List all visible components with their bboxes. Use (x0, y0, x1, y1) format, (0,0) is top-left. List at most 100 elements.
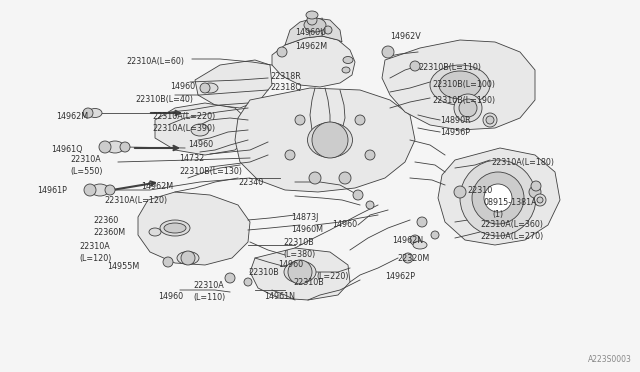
Text: 14960: 14960 (170, 82, 195, 91)
Ellipse shape (342, 67, 350, 73)
Text: 08915-1381A: 08915-1381A (484, 198, 538, 207)
Ellipse shape (177, 251, 199, 264)
Circle shape (484, 184, 512, 212)
Text: 14960M: 14960M (291, 225, 323, 234)
Text: 22310B: 22310B (283, 238, 314, 247)
Circle shape (181, 251, 195, 265)
Circle shape (410, 61, 420, 71)
Circle shape (307, 15, 317, 25)
Text: 22310: 22310 (467, 186, 492, 195)
Text: 14732: 14732 (179, 154, 204, 163)
Circle shape (355, 115, 365, 125)
Text: 22318Q: 22318Q (270, 83, 301, 92)
Text: 22310B(L=190): 22310B(L=190) (432, 96, 495, 105)
Ellipse shape (413, 241, 427, 249)
Text: (L=550): (L=550) (70, 167, 102, 176)
Text: 14873J: 14873J (291, 213, 318, 222)
Text: (L=110): (L=110) (193, 293, 225, 302)
Ellipse shape (284, 261, 316, 283)
Text: 22310A(L=390): 22310A(L=390) (152, 124, 215, 133)
Text: (1): (1) (492, 210, 503, 219)
Circle shape (339, 172, 351, 184)
Ellipse shape (88, 109, 102, 118)
Text: 14955M: 14955M (107, 262, 140, 271)
Text: 22310A(L=360): 22310A(L=360) (480, 220, 543, 229)
Circle shape (454, 94, 482, 122)
Circle shape (244, 278, 252, 286)
Polygon shape (195, 60, 272, 108)
Circle shape (277, 47, 287, 57)
Circle shape (163, 257, 173, 267)
Text: 14962M: 14962M (141, 182, 173, 191)
Circle shape (324, 26, 332, 34)
Text: 22310B(L=100): 22310B(L=100) (432, 80, 495, 89)
Text: 22310A: 22310A (70, 155, 100, 164)
Circle shape (312, 122, 348, 158)
Polygon shape (155, 103, 248, 155)
Text: 22310A(L=180): 22310A(L=180) (491, 158, 554, 167)
Ellipse shape (160, 220, 190, 236)
Circle shape (288, 260, 312, 284)
Text: 22310A: 22310A (193, 281, 224, 290)
Text: 22310A(L=120): 22310A(L=120) (104, 196, 167, 205)
Circle shape (460, 160, 536, 236)
Circle shape (365, 150, 375, 160)
Text: 14890R: 14890R (440, 116, 470, 125)
Circle shape (483, 113, 497, 127)
Text: 14962N: 14962N (392, 236, 423, 245)
Polygon shape (138, 192, 250, 265)
Text: 22360: 22360 (93, 216, 118, 225)
Text: 14962M: 14962M (295, 42, 327, 51)
Ellipse shape (202, 83, 218, 93)
Circle shape (534, 194, 546, 206)
Circle shape (285, 150, 295, 160)
Circle shape (431, 231, 439, 239)
Text: 22310B: 22310B (293, 278, 324, 287)
Text: 14960U: 14960U (295, 28, 326, 37)
Circle shape (486, 116, 494, 124)
Text: 14962M: 14962M (56, 112, 88, 121)
Text: 14961Q: 14961Q (51, 145, 83, 154)
Text: 22310B: 22310B (248, 268, 279, 277)
Text: 22360M: 22360M (93, 228, 125, 237)
Circle shape (353, 190, 363, 200)
Circle shape (417, 217, 427, 227)
Text: 22310B(L=130): 22310B(L=130) (179, 167, 242, 176)
Text: 14961N: 14961N (264, 292, 295, 301)
Ellipse shape (439, 71, 481, 99)
Text: 22310B(L=110): 22310B(L=110) (418, 63, 481, 72)
Text: 22340: 22340 (238, 178, 263, 187)
Text: 14962V: 14962V (390, 32, 420, 41)
Text: 22318R: 22318R (270, 72, 301, 81)
Text: (L=120): (L=120) (79, 254, 111, 263)
Text: 14960: 14960 (332, 220, 357, 229)
Text: 22310A(L=220): 22310A(L=220) (152, 112, 215, 121)
Circle shape (410, 235, 420, 245)
Text: 14962P: 14962P (385, 272, 415, 281)
Text: A223S0003: A223S0003 (588, 355, 632, 364)
Ellipse shape (149, 228, 161, 236)
Circle shape (459, 99, 477, 117)
Text: 22310A: 22310A (79, 242, 109, 251)
Text: (L=220): (L=220) (316, 272, 349, 281)
Circle shape (309, 172, 321, 184)
Ellipse shape (106, 141, 124, 153)
Polygon shape (285, 18, 342, 45)
Circle shape (83, 108, 93, 118)
Circle shape (537, 197, 543, 203)
Text: 14961P: 14961P (37, 186, 67, 195)
Text: 22310A(L=270): 22310A(L=270) (480, 232, 543, 241)
Circle shape (472, 172, 524, 224)
Text: 14960: 14960 (188, 140, 213, 149)
Text: 22310A(L=60): 22310A(L=60) (126, 57, 184, 66)
Polygon shape (250, 248, 350, 300)
Circle shape (200, 83, 210, 93)
Ellipse shape (306, 11, 318, 19)
Text: 14960: 14960 (158, 292, 183, 301)
Text: 14960: 14960 (278, 260, 303, 269)
Ellipse shape (164, 223, 186, 233)
Circle shape (225, 273, 235, 283)
Ellipse shape (307, 122, 353, 157)
Polygon shape (382, 40, 535, 130)
Ellipse shape (343, 57, 353, 64)
